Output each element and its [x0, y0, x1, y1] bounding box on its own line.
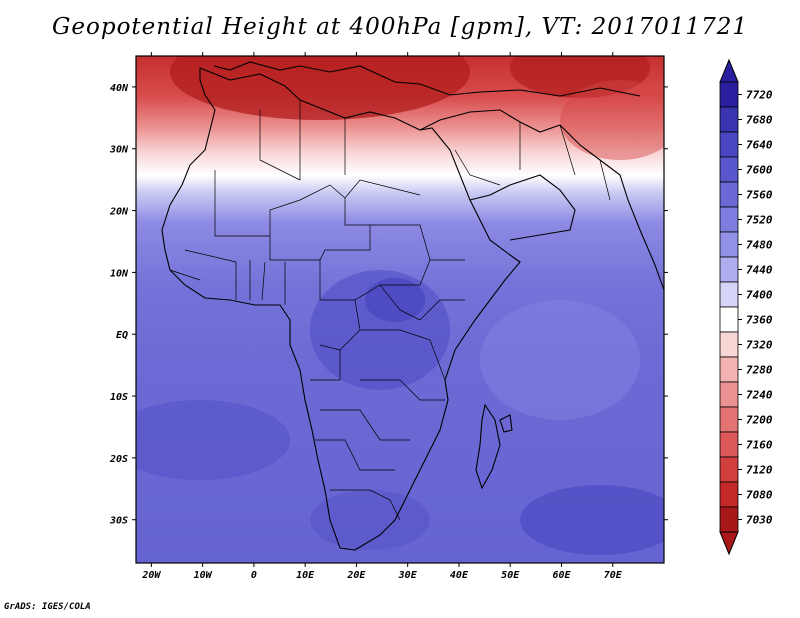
colorbar-label: 7030	[746, 514, 773, 527]
colorbar-swatch	[719, 456, 739, 483]
colorbar-swatch	[719, 231, 739, 258]
colorbar-swatch	[719, 281, 739, 308]
colorbar-top-arrow	[719, 58, 739, 83]
lat-label: 20S	[109, 454, 128, 465]
lon-label: 40E	[450, 570, 469, 581]
colorbar-label: 7440	[746, 264, 773, 277]
colorbar-label: 7080	[746, 489, 773, 502]
colorbar-swatch	[719, 356, 739, 383]
colorbar-swatch	[719, 506, 739, 533]
plot-frame	[135, 55, 665, 564]
lat-label: 20N	[109, 207, 129, 218]
colorbar-swatch	[719, 206, 739, 233]
longitude-axis: 20W 10W 0 10E 20E 30E 40E 50E 60E 70E	[141, 52, 623, 581]
colorbar-label: 7240	[746, 389, 773, 402]
lat-label: 10S	[110, 392, 128, 403]
lon-label: 50E	[501, 570, 520, 581]
colorbar-swatch	[719, 406, 739, 433]
latitude-axis: 40N 30N 20N 10N EQ 10S 20S 30S	[109, 83, 668, 527]
lat-label: 30N	[109, 145, 129, 156]
colorbar-swatch	[719, 331, 739, 358]
country-borders	[169, 100, 611, 521]
colorbar-label: 7400	[746, 289, 773, 302]
colorbar-label: 7160	[746, 439, 773, 452]
colorbar-label: 7360	[746, 314, 773, 327]
coastlines	[161, 61, 664, 551]
colorbar-swatch	[719, 481, 739, 508]
lon-label: 20W	[141, 570, 161, 581]
colorbar-label: 7560	[746, 189, 773, 202]
colorbar-label: 7480	[746, 239, 773, 252]
lat-label: EQ	[116, 330, 128, 341]
map-title: Geopotential Height at 400hPa [gpm], VT:…	[52, 14, 748, 40]
colorbar: 7720 7680 7640 7600 7560 7520 7480 7440 7400 7360…	[719, 58, 773, 556]
colorbar-swatch	[719, 381, 739, 408]
lon-label: 30E	[398, 570, 418, 581]
lon-label: 10W	[194, 570, 213, 581]
colorbar-label: 7280	[746, 364, 773, 377]
lon-label: 0	[251, 570, 257, 581]
colorbar-label: 7600	[746, 164, 773, 177]
lon-label: 60E	[552, 570, 571, 581]
colorbar-swatch	[719, 106, 739, 133]
colorbar-label: 7520	[746, 214, 773, 227]
colorbar-label: 7320	[746, 339, 773, 352]
colorbar-label: 7200	[746, 414, 773, 427]
height-field	[136, 56, 664, 563]
credit-text: GrADS: IGES/COLA	[4, 602, 91, 612]
colorbar-swatch	[719, 156, 739, 183]
colorbar-label: 7640	[746, 139, 773, 152]
lon-label: 10E	[296, 570, 315, 581]
colorbar-label: 7120	[746, 464, 773, 477]
lon-label: 70E	[604, 570, 623, 581]
lat-label: 10N	[110, 268, 129, 279]
lat-label: 40N	[110, 83, 129, 94]
lat-label: 30S	[109, 516, 128, 527]
colorbar-label: 7680	[746, 114, 773, 127]
colorbar-swatch	[719, 81, 739, 108]
colorbar-swatch	[719, 431, 739, 458]
lon-label: 20E	[346, 570, 366, 581]
colorbar-bottom-arrow	[719, 531, 739, 556]
colorbar-swatch	[719, 256, 739, 283]
colorbar-swatch	[719, 181, 739, 208]
colorbar-label: 7720	[746, 89, 773, 102]
colorbar-swatch	[719, 306, 739, 333]
colorbar-swatch	[719, 131, 739, 158]
